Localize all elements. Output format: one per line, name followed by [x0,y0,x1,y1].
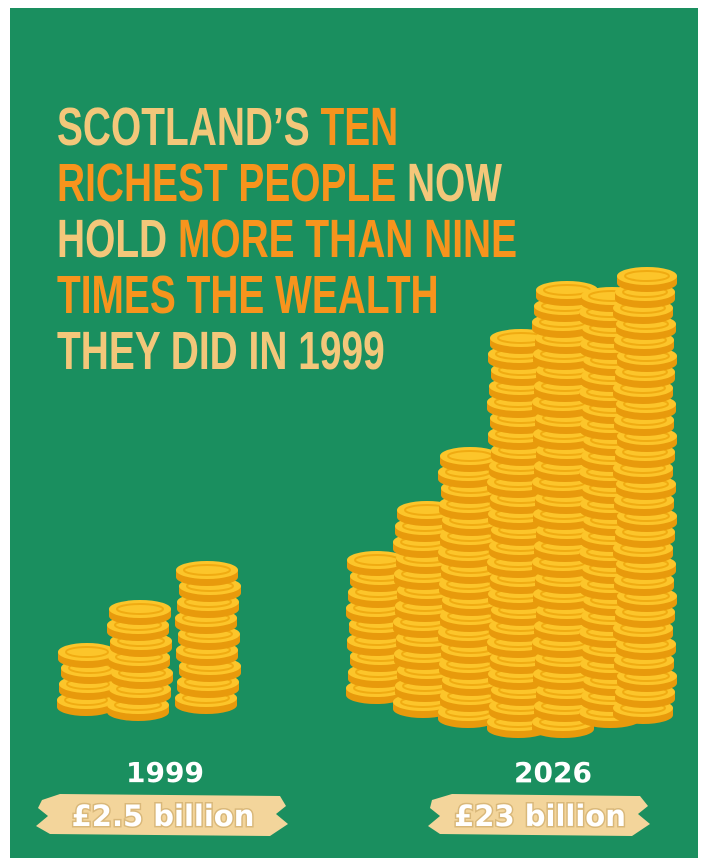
coin-top [109,600,171,618]
coin [58,643,116,668]
headline-segment: RICHEST PEOPLE [57,152,407,213]
headline-line: SCOTLAND’S TEN [57,96,398,157]
headline-line: RICHEST PEOPLE NOW [57,152,502,213]
amount-label: £23 billion [454,799,626,833]
coin [176,561,238,586]
headline-segment: HOLD [57,208,178,269]
brush-strip [36,794,288,836]
coin [440,447,500,472]
year-label: 2026 [514,756,592,789]
amount-label: £2.5 billion [72,799,255,833]
headline-segment: SCOTLAND’S [57,96,321,157]
headline-segment: TEN [321,96,399,157]
coin-ring [183,564,231,576]
coin [347,551,407,576]
headline-segment: NOW [407,152,502,213]
coin-illustration [57,267,677,738]
brush-strip [428,794,650,836]
coin-ring [116,603,164,615]
headline-segment: TIMES THE WEALTH [57,264,439,325]
coin-ring [624,270,670,282]
year-label: 1999 [126,756,204,789]
headline-segment: THEY DID IN 1999 [57,320,385,381]
coin-top [176,561,238,579]
headline-line: THEY DID IN 1999 [57,320,385,381]
headline-line: HOLD MORE THAN NINE [57,208,517,269]
coin [109,600,171,625]
coin [176,641,238,666]
headline-line: TIMES THE WEALTH [57,264,439,325]
coin [617,267,677,292]
headline-segment: MORE THAN NINE [178,208,517,269]
coin-ring [65,646,109,658]
